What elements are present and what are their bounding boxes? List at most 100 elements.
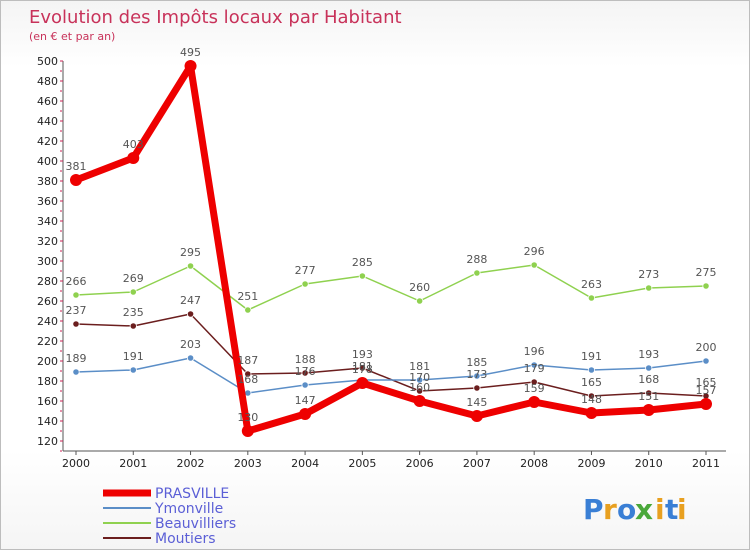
data-point-ymonville [473,372,481,380]
logo-letter: t [665,493,678,526]
y-tick-label: 160 [37,395,58,408]
data-label-moutiers: 179 [524,362,545,375]
x-tick-label: 2011 [692,457,720,470]
data-point-beauvilliers [530,261,538,269]
data-label-beauvilliers: 277 [295,264,316,277]
data-label-moutiers: 247 [180,294,201,307]
x-tick-label: 2010 [635,457,663,470]
data-point-prasville [70,174,82,186]
y-tick-label: 360 [37,195,58,208]
data-label-prasville: 148 [581,393,602,406]
y-tick-label: 380 [37,175,58,188]
data-point-ymonville [129,366,137,374]
data-point-moutiers [129,322,137,330]
y-tick-label: 340 [37,215,58,228]
x-tick-label: 2000 [62,457,90,470]
data-point-beauvilliers [416,297,424,305]
axes: 120 140 160 180 200 220 240 260 280 300 320 340 360 3… [37,55,726,470]
data-label-ymonville: 191 [581,350,602,363]
data-label-moutiers: 170 [409,371,430,384]
data-label-beauvilliers: 266 [66,275,87,288]
data-point-prasville [356,377,369,389]
data-label-prasville: 145 [466,396,487,409]
data-label-prasville: 178 [352,363,373,376]
data-label-prasville: 151 [638,390,659,403]
data-point-prasville [470,410,483,422]
y-tick-label: 260 [37,295,58,308]
data-point-moutiers [186,310,195,318]
data-label-moutiers: 173 [466,368,487,381]
y-tick-label: 420 [37,135,58,148]
data-label-moutiers: 168 [638,373,659,386]
series-line-beauvilliers [75,264,707,311]
legend-label-prasville: PRASVILLE [155,486,229,502]
y-tick-label: 460 [37,95,58,108]
data-point-moutiers [530,378,538,386]
data-point-moutiers [645,389,653,397]
data-point-prasville [299,408,312,420]
data-label-prasville: 403 [123,138,144,151]
data-point-moutiers [301,369,309,377]
data-label-beauvilliers: 260 [409,281,430,294]
x-tick-label: 2001 [119,457,147,470]
data-label-prasville: 159 [524,382,545,395]
data-label-ymonville: 200 [696,341,717,354]
chart-title: Evolution des Impôts locaux par Habitant [29,7,402,28]
data-label-beauvilliers: 273 [638,268,659,281]
data-label-ymonville: 203 [180,338,201,351]
data-point-beauvilliers [358,272,366,280]
data-point-beauvilliers [186,262,195,270]
y-tick-label: 240 [37,315,58,328]
data-label-ymonville: 176 [295,365,316,378]
x-tick-label: 2004 [291,457,319,470]
data-point-moutiers [416,387,424,395]
data-point-ymonville [645,364,653,372]
y-tick-label: 280 [37,275,58,288]
data-point-beauvilliers [301,280,309,288]
data-point-ymonville [587,366,596,374]
series-lines [70,60,712,437]
data-point-moutiers [587,392,596,400]
x-tick-label: 2003 [234,457,262,470]
data-label-beauvilliers: 295 [180,246,201,259]
data-point-prasville [642,404,655,416]
data-label-prasville: 147 [295,394,316,407]
data-label-moutiers: 188 [295,353,316,366]
data-label-ymonville: 168 [237,373,258,386]
data-point-prasville [413,395,426,407]
data-point-ymonville [416,376,424,384]
data-label-ymonville: 191 [123,350,144,363]
data-point-prasville [585,407,598,419]
data-point-ymonville [530,361,538,369]
x-tick-label: 2006 [406,457,434,470]
legend-label-moutiers: Moutiers [155,531,216,547]
data-point-prasville [127,152,140,164]
y-tick-label: 500 [37,55,58,68]
data-label-beauvilliers: 269 [123,272,144,285]
y-tick-label: 200 [37,355,58,368]
data-label-ymonville: 181 [352,360,373,373]
y-tick-label: 140 [37,415,58,428]
data-point-beauvilliers [244,306,252,314]
data-label-beauvilliers: 263 [581,278,602,291]
y-tick-label: 440 [37,115,58,128]
data-point-prasville [241,425,254,437]
logo-letter: r [603,493,617,526]
data-label-ymonville: 189 [66,352,87,365]
logo-letter: o [617,493,636,526]
data-label-ymonville: 181 [409,360,430,373]
data-point-ymonville [301,381,309,389]
legend-label-ymonville: Ymonville [154,501,223,517]
data-point-beauvilliers [645,284,653,292]
y-tick-label: 480 [37,75,58,88]
data-label-moutiers: 165 [696,376,717,389]
y-tick-label: 120 [37,435,58,448]
data-point-moutiers [72,320,80,328]
x-tick-label: 2007 [463,457,491,470]
y-tick-label: 320 [37,235,58,248]
data-label-moutiers: 235 [123,306,144,319]
